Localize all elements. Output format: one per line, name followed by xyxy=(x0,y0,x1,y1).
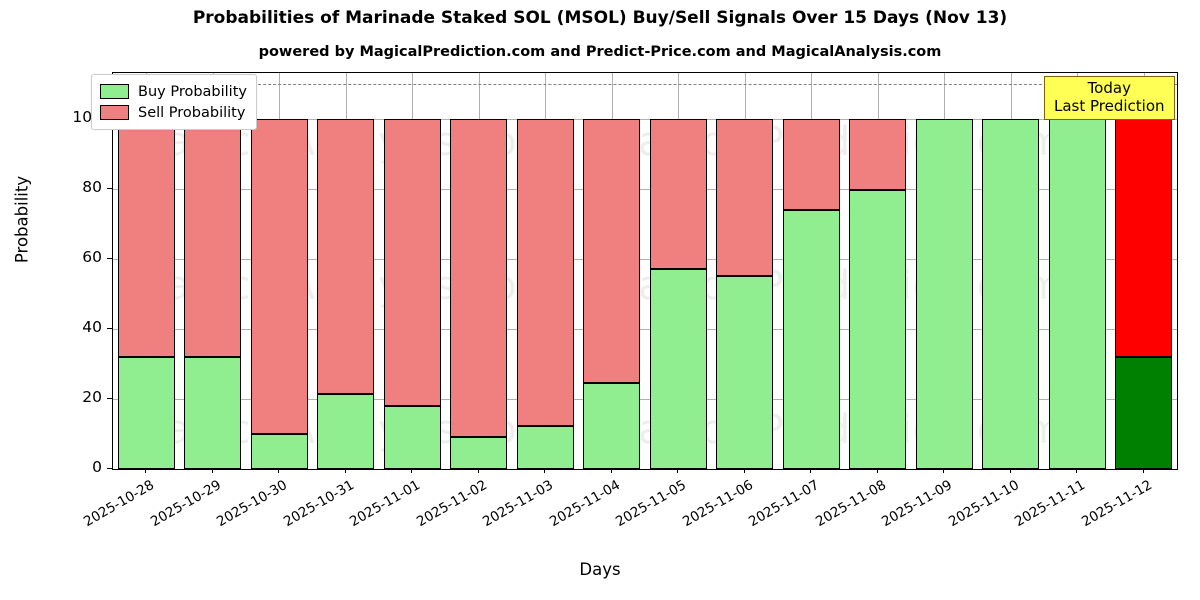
chart-subtitle: powered by MagicalPrediction.com and Pre… xyxy=(258,44,942,60)
today-annotation: Today Last Prediction xyxy=(1044,76,1175,121)
x-tick-mark xyxy=(677,468,679,473)
y-tick-mark xyxy=(107,257,112,259)
y-tick-mark xyxy=(107,187,112,189)
today-annotation-line1: Today xyxy=(1087,79,1131,97)
bar-segment-buy[interactable] xyxy=(250,433,308,469)
bar-segment-sell[interactable] xyxy=(250,118,308,434)
bar-group[interactable] xyxy=(1048,73,1106,469)
x-tick-mark xyxy=(211,468,213,473)
today-annotation-line2: Last Prediction xyxy=(1054,96,1165,115)
y-tick-label: 0 xyxy=(92,458,102,476)
bar-segment-buy[interactable] xyxy=(383,405,441,469)
chart-legend: Buy Probability Sell Probability xyxy=(91,74,257,130)
bar-group[interactable] xyxy=(849,73,907,469)
bar-group[interactable] xyxy=(516,73,574,469)
y-tick-mark xyxy=(107,327,112,329)
bar-segment-buy[interactable] xyxy=(583,383,641,469)
page-title: Probabilities of Marinade Staked SOL (MS… xyxy=(192,8,1008,28)
reference-line xyxy=(113,83,1177,85)
bar-group[interactable] xyxy=(317,73,375,469)
bar-segment-buy[interactable] xyxy=(117,356,175,469)
bar-group[interactable] xyxy=(383,73,441,469)
y-tick-mark xyxy=(107,468,112,470)
bar-segment-buy[interactable] xyxy=(516,425,574,469)
bar-group[interactable] xyxy=(184,73,242,469)
bar-segment-buy[interactable] xyxy=(184,356,242,469)
x-axis-label: Days xyxy=(579,560,621,579)
bar-segment-sell[interactable] xyxy=(583,118,641,384)
y-gridline xyxy=(113,118,1177,120)
x-tick-mark xyxy=(743,468,745,473)
plot-area: MagicalAnalysis.comMagicalPrediction.com… xyxy=(112,72,1178,470)
x-tick-mark xyxy=(344,468,346,473)
x-tick-mark xyxy=(1142,468,1144,473)
bar-segment-sell[interactable] xyxy=(450,118,508,438)
bar-group[interactable] xyxy=(716,73,774,469)
legend-swatch-sell xyxy=(100,105,129,120)
x-tick-mark xyxy=(943,468,945,473)
bar-group[interactable] xyxy=(450,73,508,469)
x-tick-mark xyxy=(145,468,147,473)
bar-segment-buy[interactable] xyxy=(450,437,508,469)
y-tick-label: 60 xyxy=(82,247,102,266)
y-axis-label: Probability xyxy=(12,175,32,264)
bar-group[interactable] xyxy=(583,73,641,469)
bar-segment-sell[interactable] xyxy=(649,118,707,270)
bar-group[interactable] xyxy=(649,73,707,469)
bar-segment-sell[interactable] xyxy=(317,118,375,394)
x-tick-mark xyxy=(1076,468,1078,473)
bar-segment-buy[interactable] xyxy=(782,209,840,469)
x-tick-mark xyxy=(610,468,612,473)
y-gridline xyxy=(113,469,1177,470)
y-gridline xyxy=(113,328,1177,330)
y-gridline xyxy=(113,188,1177,190)
bar-segment-buy[interactable] xyxy=(1048,118,1106,469)
legend-item-sell: Sell Probability xyxy=(100,102,247,123)
bar-segment-buy[interactable] xyxy=(849,190,907,469)
legend-label-sell: Sell Probability xyxy=(138,104,246,121)
legend-label-buy: Buy Probability xyxy=(138,83,247,100)
bar-segment-buy[interactable] xyxy=(915,118,973,469)
y-gridline xyxy=(113,398,1177,400)
bar-segment-sell[interactable] xyxy=(849,118,907,191)
legend-swatch-buy xyxy=(100,84,129,99)
bar-segment-buy[interactable] xyxy=(1115,356,1173,469)
bar-segment-buy[interactable] xyxy=(317,393,375,469)
bar-segment-sell[interactable] xyxy=(1115,118,1173,357)
legend-item-buy: Buy Probability xyxy=(100,81,247,102)
bar-segment-sell[interactable] xyxy=(383,118,441,406)
x-tick-mark xyxy=(477,468,479,473)
x-tick-mark xyxy=(411,468,413,473)
bar-group[interactable] xyxy=(117,73,175,469)
x-tick-mark xyxy=(278,468,280,473)
x-tick-mark xyxy=(1009,468,1011,473)
bar-group[interactable] xyxy=(915,73,973,469)
x-tick-mark xyxy=(810,468,812,473)
bar-segment-buy[interactable] xyxy=(649,269,707,469)
y-tick-mark xyxy=(107,397,112,400)
bar-segment-sell[interactable] xyxy=(716,118,774,277)
x-tick-mark xyxy=(544,468,546,473)
y-tick-label: 20 xyxy=(82,387,102,406)
bar-segment-buy[interactable] xyxy=(716,276,774,469)
bar-group[interactable] xyxy=(250,73,308,469)
bar-segment-sell[interactable] xyxy=(117,118,175,357)
bar-group[interactable] xyxy=(982,73,1040,469)
bar-segment-sell[interactable] xyxy=(184,118,242,357)
y-gridline xyxy=(113,258,1177,260)
bar-group[interactable] xyxy=(782,73,840,469)
bar-segment-buy[interactable] xyxy=(982,118,1040,469)
bar-segment-sell[interactable] xyxy=(782,118,840,210)
y-tick-label: 40 xyxy=(82,317,102,336)
bar-segment-sell[interactable] xyxy=(516,118,574,426)
x-tick-mark xyxy=(876,468,878,473)
bar-group[interactable] xyxy=(1115,73,1173,469)
y-tick-label: 80 xyxy=(82,177,102,196)
